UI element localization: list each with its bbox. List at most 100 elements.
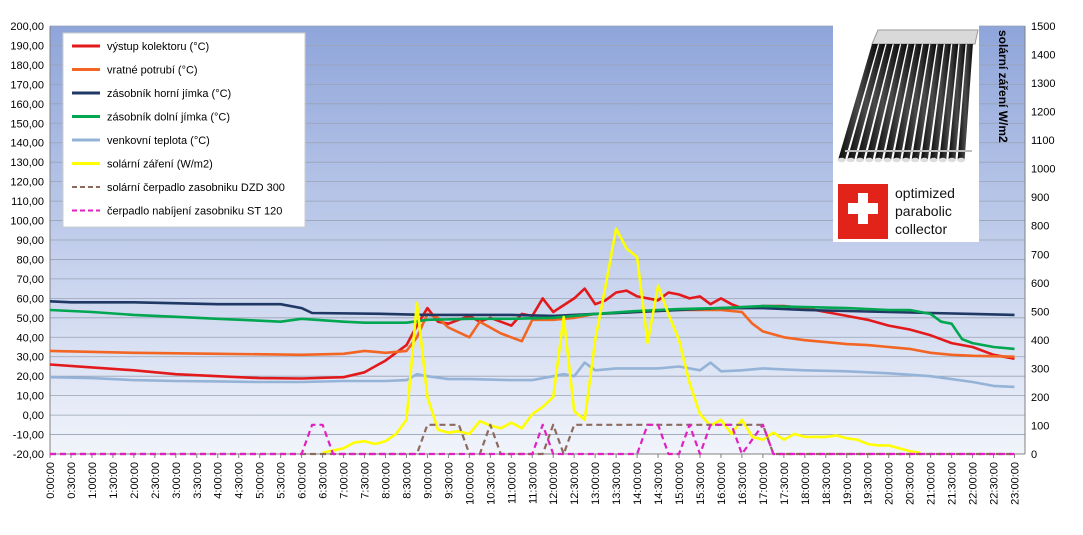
legend-label: solární záření (W/m2) bbox=[107, 159, 213, 171]
x-tick-label: 21:00:00 bbox=[926, 462, 938, 505]
series-line-4 bbox=[49, 361, 1015, 389]
y2-tick-label: 300 bbox=[1031, 363, 1049, 375]
tube-cap bbox=[846, 157, 855, 163]
x-tick-label: 4:30:00 bbox=[234, 462, 246, 499]
badge-line-3: collector bbox=[895, 221, 947, 237]
collector-header bbox=[871, 29, 979, 45]
y2-tick-label: 1000 bbox=[1031, 164, 1055, 176]
x-tick-label: 22:30:00 bbox=[989, 462, 1001, 505]
tube-cap bbox=[911, 157, 920, 163]
series-line-1 bbox=[49, 308, 1015, 358]
vacuum-tube bbox=[865, 44, 900, 160]
x-tick-label: 4:00:00 bbox=[213, 462, 225, 499]
legend-label: zásobník horní jímka (°C) bbox=[107, 88, 231, 100]
tube-cap bbox=[929, 157, 938, 163]
x-tick-label: 5:00:00 bbox=[255, 462, 267, 499]
x-tick-label: 16:30:00 bbox=[737, 462, 749, 505]
y2-tick-label: 100 bbox=[1031, 420, 1049, 432]
y2-tick-label: 0 bbox=[1031, 449, 1037, 461]
x-tick-label: 20:00:00 bbox=[884, 462, 896, 505]
x-tick-label: 12:30:00 bbox=[569, 462, 581, 505]
y2-tick-label: 1200 bbox=[1031, 107, 1055, 119]
x-tick-label: 19:00:00 bbox=[842, 462, 854, 505]
tube-cap bbox=[855, 157, 864, 163]
series-layer bbox=[49, 227, 1015, 456]
x-tick-label: 13:00:00 bbox=[590, 462, 602, 505]
legend-label: čerpadlo nabíjení zasobniku ST 120 bbox=[107, 206, 282, 218]
tube-cap bbox=[901, 157, 910, 163]
y2-tick-label: 800 bbox=[1031, 221, 1049, 233]
y-tick-label: 40,00 bbox=[16, 332, 44, 344]
y-tick-label: 130,00 bbox=[10, 157, 44, 169]
x-tick-label: 14:00:00 bbox=[632, 462, 644, 505]
y2-tick-label: 1100 bbox=[1031, 135, 1055, 147]
y2-tick-label: 1400 bbox=[1031, 50, 1055, 62]
x-tick-label: 18:30:00 bbox=[821, 462, 833, 505]
x-tick-label: 13:30:00 bbox=[611, 462, 623, 505]
tube-cap bbox=[865, 157, 874, 163]
tube-cap bbox=[883, 157, 892, 163]
y2-tick-label: 200 bbox=[1031, 392, 1049, 404]
y2-tick-label: 900 bbox=[1031, 192, 1049, 204]
vacuum-tube bbox=[893, 44, 922, 160]
tube-cap bbox=[947, 157, 956, 163]
tube-cap bbox=[837, 157, 846, 163]
x-tick-label: 11:30:00 bbox=[527, 462, 539, 504]
legend-label: vratné potrubí (°C) bbox=[107, 65, 198, 77]
y-tick-label: 10,00 bbox=[16, 391, 44, 403]
x-tick-label: 2:00:00 bbox=[129, 462, 141, 499]
x-tick-label: 18:00:00 bbox=[800, 462, 812, 505]
x-tick-label: 9:30:00 bbox=[443, 462, 455, 499]
x-tick-label: 11:00:00 bbox=[506, 462, 518, 504]
x-tick-label: 3:00:00 bbox=[171, 462, 183, 499]
x-tick-label: 10:30:00 bbox=[485, 462, 497, 505]
x-tick-label: 1:00:00 bbox=[87, 462, 99, 499]
y-tick-label: 110,00 bbox=[11, 196, 44, 208]
y-tick-label: 70,00 bbox=[16, 274, 44, 286]
x-tick-label: 17:00:00 bbox=[758, 462, 770, 505]
x-tick-label: 1:30:00 bbox=[108, 462, 120, 499]
vacuum-tube bbox=[939, 44, 959, 160]
vacuum-tube bbox=[856, 44, 893, 160]
y-tick-label: 150,00 bbox=[10, 118, 44, 130]
series-line-0 bbox=[49, 287, 1015, 380]
x-tick-label: 3:30:00 bbox=[192, 462, 204, 499]
y-tick-label: 90,00 bbox=[16, 235, 44, 247]
vacuum-tube bbox=[902, 44, 930, 160]
x-tick-label: 7:00:00 bbox=[339, 462, 351, 499]
axis-layer: 200,00 190,00 180,00 170,00 160,00 150,00 140,… bbox=[10, 21, 1055, 505]
vacuum-tube bbox=[930, 44, 951, 160]
x-tick-label: 8:30:00 bbox=[401, 462, 413, 499]
x-tick-label: 17:30:00 bbox=[779, 462, 791, 505]
y-tick-label: 190,00 bbox=[10, 40, 44, 52]
x-tick-label: 14:30:00 bbox=[653, 462, 665, 505]
x-tick-label: 12:00:00 bbox=[548, 462, 560, 505]
tube-cap bbox=[874, 157, 883, 163]
y2-tick-label: 600 bbox=[1031, 278, 1049, 290]
y-tick-label: 140,00 bbox=[10, 138, 44, 150]
x-tick-label: 15:30:00 bbox=[695, 462, 707, 505]
swiss-cross-horizontal bbox=[848, 203, 878, 214]
y-tick-label: 170,00 bbox=[10, 79, 44, 91]
x-tick-label: 15:00:00 bbox=[674, 462, 686, 505]
y-tick-label: 200,00 bbox=[10, 21, 44, 33]
x-tick-label: 19:30:00 bbox=[863, 462, 875, 505]
x-tick-label: 6:00:00 bbox=[297, 462, 309, 499]
x-tick-label: 9:00:00 bbox=[422, 462, 434, 499]
y-tick-label: 160,00 bbox=[10, 99, 44, 111]
x-tick-label: 6:30:00 bbox=[318, 462, 330, 499]
vacuum-tube bbox=[884, 44, 915, 160]
legend-label: solární čerpadlo zasobniku DZD 300 bbox=[107, 182, 285, 194]
series-line-2 bbox=[49, 300, 1015, 318]
x-tick-label: 22:00:00 bbox=[968, 462, 980, 505]
x-tick-label: 23:00:00 bbox=[1010, 462, 1022, 505]
y2-tick-label: 1500 bbox=[1031, 21, 1055, 33]
x-tick-label: 7:30:00 bbox=[360, 462, 372, 499]
series-line-5 bbox=[322, 227, 921, 454]
legend-items: výstup kolektoru (°C) vratné potrubí (°C)… bbox=[72, 41, 285, 218]
y-tick-label: 100,00 bbox=[10, 216, 44, 228]
vacuum-tube bbox=[948, 44, 966, 160]
tube-cap bbox=[920, 157, 929, 163]
